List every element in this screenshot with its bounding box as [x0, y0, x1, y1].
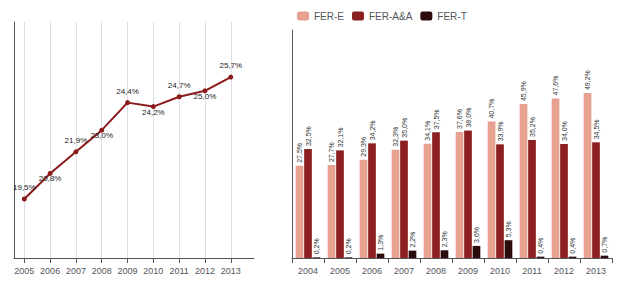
svg-text:47,6%: 47,6%: [552, 76, 559, 96]
svg-text:2012: 2012: [554, 266, 574, 276]
svg-text:2012: 2012: [195, 266, 215, 276]
svg-text:24,4%: 24,4%: [116, 87, 139, 96]
svg-text:37,6%: 37,6%: [456, 109, 463, 129]
svg-text:2,2%: 2,2%: [409, 232, 416, 248]
svg-text:21,9%: 21,9%: [65, 136, 88, 145]
svg-text:34,1%: 34,1%: [424, 121, 431, 141]
svg-text:27,7%: 27,7%: [328, 142, 335, 162]
svg-text:2005: 2005: [330, 266, 350, 276]
svg-text:FER-E: FER-E: [314, 11, 344, 22]
svg-text:0,7%: 0,7%: [601, 237, 608, 253]
svg-text:2007: 2007: [66, 266, 86, 276]
svg-text:2013: 2013: [221, 266, 241, 276]
svg-text:45,9%: 45,9%: [520, 81, 527, 101]
svg-text:0,4%: 0,4%: [537, 238, 544, 254]
svg-text:2010: 2010: [143, 266, 163, 276]
svg-text:2006: 2006: [362, 266, 382, 276]
svg-text:2013: 2013: [586, 266, 606, 276]
svg-text:32,5%: 32,5%: [305, 126, 312, 146]
svg-text:34,5%: 34,5%: [593, 119, 600, 139]
svg-text:2004: 2004: [298, 266, 318, 276]
svg-text:2005: 2005: [14, 266, 34, 276]
svg-text:5,3%: 5,3%: [505, 221, 512, 237]
svg-text:40,7%: 40,7%: [488, 99, 495, 119]
svg-text:2006: 2006: [40, 266, 60, 276]
svg-text:37,5%: 37,5%: [433, 109, 440, 129]
svg-text:38,0%: 38,0%: [465, 108, 472, 128]
svg-text:34,0%: 34,0%: [561, 121, 568, 141]
svg-text:FER-T: FER-T: [437, 11, 466, 22]
svg-text:2009: 2009: [458, 266, 478, 276]
svg-text:29,3%: 29,3%: [360, 137, 367, 157]
svg-text:0,2%: 0,2%: [313, 238, 320, 254]
svg-text:FER-A&A: FER-A&A: [369, 11, 413, 22]
svg-text:25,0%: 25,0%: [194, 92, 217, 101]
svg-text:35,2%: 35,2%: [529, 117, 536, 137]
svg-text:19,5%: 19,5%: [13, 183, 36, 192]
svg-text:34,2%: 34,2%: [369, 120, 376, 140]
svg-text:1,3%: 1,3%: [377, 235, 384, 251]
svg-text:24,2%: 24,2%: [142, 108, 165, 117]
svg-text:2007: 2007: [394, 266, 414, 276]
svg-text:49,2%: 49,2%: [584, 70, 591, 90]
svg-text:27,5%: 27,5%: [296, 143, 303, 163]
svg-text:24,7%: 24,7%: [168, 81, 191, 90]
svg-text:3,6%: 3,6%: [473, 227, 480, 243]
svg-text:32,3%: 32,3%: [392, 127, 399, 147]
svg-text:2010: 2010: [490, 266, 510, 276]
svg-text:20,8%: 20,8%: [39, 174, 62, 183]
svg-text:2008: 2008: [426, 266, 446, 276]
svg-text:25,7%: 25,7%: [219, 61, 242, 70]
svg-text:2009: 2009: [118, 266, 138, 276]
svg-text:2011: 2011: [522, 266, 541, 276]
svg-text:32,1%: 32,1%: [337, 128, 344, 148]
svg-text:0,4%: 0,4%: [569, 238, 576, 254]
svg-text:23,0%: 23,0%: [90, 131, 113, 140]
svg-text:35,0%: 35,0%: [401, 118, 408, 138]
svg-text:2008: 2008: [92, 266, 112, 276]
svg-text:0,2%: 0,2%: [345, 238, 352, 254]
svg-text:33,9%: 33,9%: [497, 121, 504, 141]
svg-text:2011: 2011: [169, 266, 188, 276]
svg-text:2,3%: 2,3%: [441, 231, 448, 247]
